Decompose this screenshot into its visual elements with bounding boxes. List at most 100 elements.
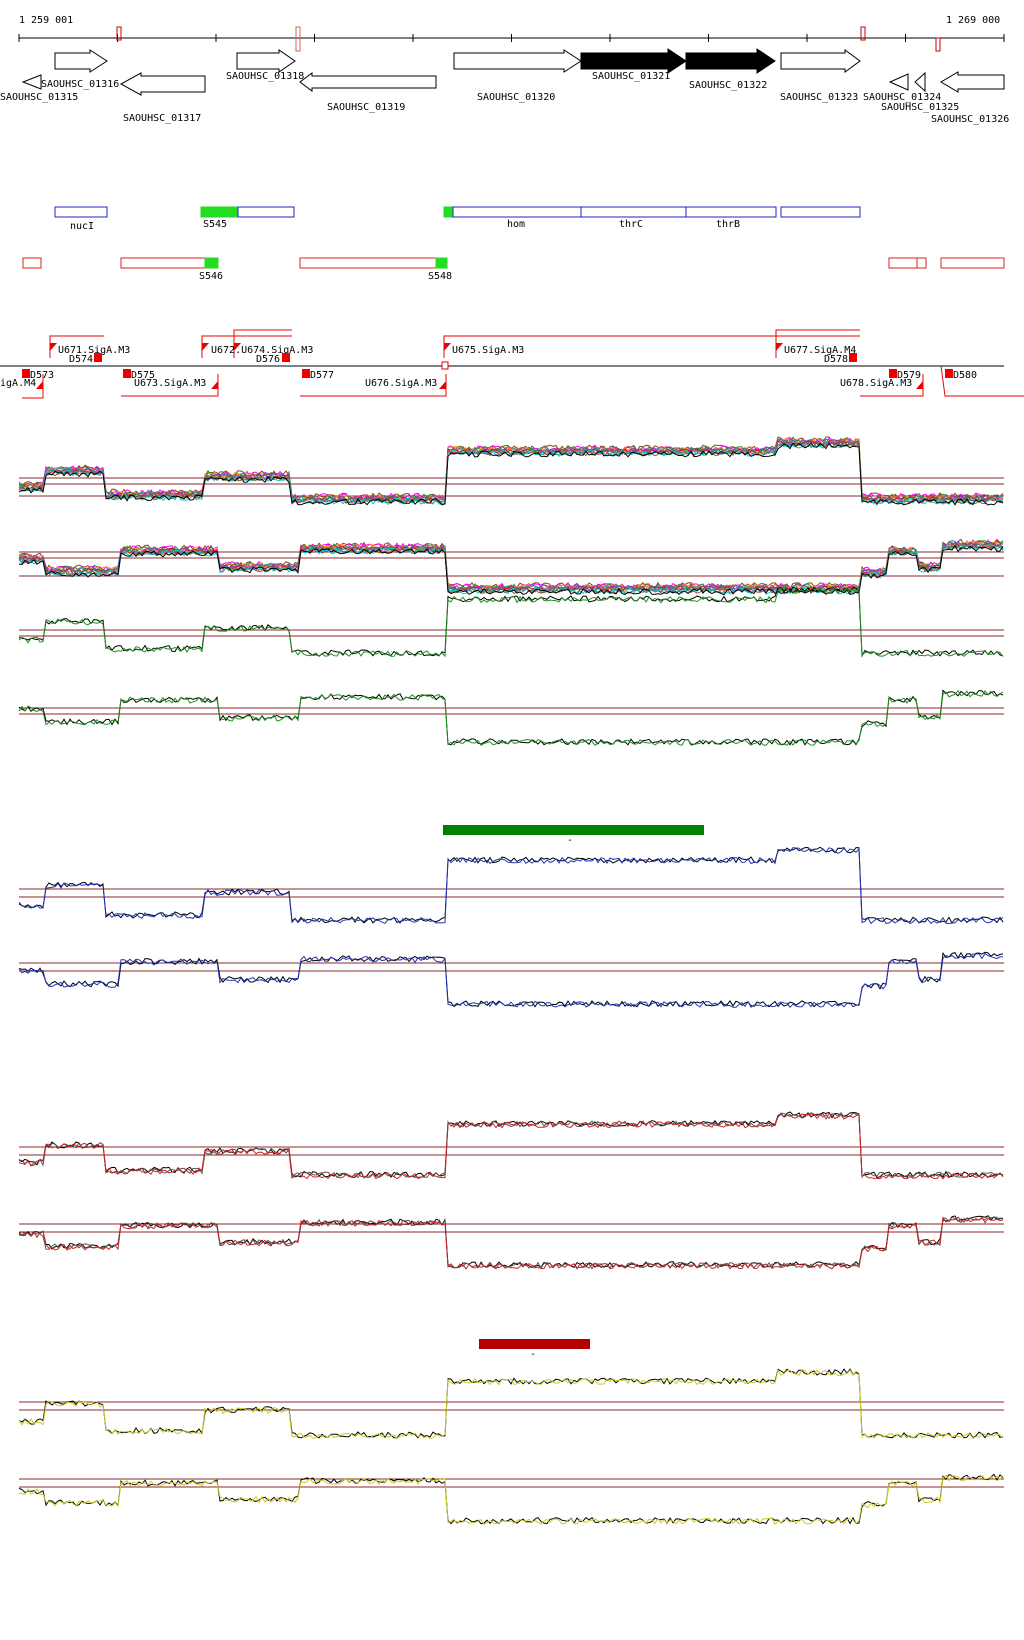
feature-box[interactable] (940, 257, 1005, 269)
terminator-block (302, 369, 310, 378)
gene-arrow[interactable] (940, 71, 1005, 93)
feature-box[interactable] (54, 206, 108, 218)
gene-label: SAOUHSC_01315 (0, 92, 78, 103)
feature-box[interactable] (780, 206, 861, 218)
expression-trace (18, 1111, 1004, 1179)
gene-label: SAOUHSC_01319 (327, 102, 405, 113)
gene-arrow[interactable] (299, 72, 437, 92)
condition-bar-red (479, 1339, 590, 1349)
terminator-label: D573 (30, 370, 54, 381)
ruler-marker (295, 26, 301, 52)
terminator-label: D576 (256, 354, 280, 365)
expression-trace (18, 1216, 1004, 1270)
condition-bar-label: - (567, 835, 573, 846)
coordinate-ruler: 1 259 001 1 269 000 (18, 15, 1005, 52)
promoter-label: U676.SigA.M3 (365, 378, 437, 389)
feature-box[interactable] (452, 206, 582, 218)
gene-arrow[interactable] (888, 73, 909, 91)
expression-trace (18, 437, 1004, 502)
gene-label: SAOUHSC_01321 (592, 71, 670, 82)
promoter-flag (50, 343, 57, 351)
promoter-label: U672.U674.SigA.M3 (211, 345, 313, 356)
gene-arrow[interactable] (236, 49, 296, 73)
expression-trace (18, 544, 1004, 596)
feature-box[interactable] (22, 257, 42, 269)
promoter-label: U671.SigA.M3 (58, 345, 130, 356)
promoter-flags (36, 343, 923, 389)
expression-trace (18, 846, 1004, 924)
feature-box[interactable] (685, 206, 777, 218)
expression-trace (18, 1112, 1004, 1179)
gene-label: SAOUHSC_01325 (881, 102, 959, 113)
terminator-blocks (22, 353, 953, 378)
ruler-marker (116, 26, 122, 41)
multi-condition-panel-minus (18, 538, 1004, 596)
gene-arrow[interactable] (453, 49, 582, 73)
feature-track-plus: nucI S545 hom thrC thrB (54, 206, 861, 232)
multi-condition-panel-plus (18, 436, 1004, 506)
gene-label: SAOUHSC_01316 (41, 79, 119, 90)
terminator-label: D580 (953, 370, 977, 381)
expression-trace (18, 1473, 1004, 1525)
promoter-flag (202, 343, 209, 351)
gene-track: SAOUHSC_01315 SAOUHSC_01316 SAOUHSC_0131… (0, 48, 1009, 125)
gene-arrow[interactable] (780, 49, 861, 73)
expression-trace (18, 951, 1004, 1008)
feature-box[interactable] (888, 257, 918, 269)
feature-label: S548 (428, 271, 452, 282)
red-panel-plus (18, 1111, 1004, 1180)
green-panel-plus (18, 586, 1004, 658)
feature-box[interactable] (580, 206, 687, 218)
feature-box[interactable] (299, 257, 437, 269)
terminator-label: D574 (69, 354, 93, 365)
promoter-span (940, 365, 1024, 397)
gene-label: SAOUHSC_01318 (226, 71, 304, 82)
ruler-end-label: 1 269 000 (946, 15, 1000, 26)
terminator-label: D577 (310, 370, 334, 381)
promoter-flag (444, 343, 451, 351)
feature-box[interactable] (204, 257, 219, 269)
terminator-block (282, 353, 290, 362)
expression-trace (18, 540, 1004, 591)
expression-trace (18, 440, 1004, 505)
gene-arrow[interactable] (21, 74, 42, 90)
promoter-flag (211, 381, 218, 389)
feature-label: S545 (203, 219, 227, 230)
gene-arrow[interactable] (914, 71, 926, 93)
gene-arrow[interactable] (685, 48, 776, 74)
gene-arrow[interactable] (119, 72, 206, 96)
terminator-block (441, 361, 449, 370)
gene-label: SAOUHSC_01323 (780, 92, 858, 103)
promoter-flag (36, 381, 43, 389)
feature-label: S546 (199, 271, 223, 282)
promoter-flag (234, 343, 241, 351)
feature-box[interactable] (443, 206, 453, 218)
gene-label: SAOUHSC_01322 (689, 80, 767, 91)
feature-label: thrC (619, 219, 643, 230)
promoter-flag (439, 381, 446, 389)
expression-trace (18, 586, 1004, 658)
gene-arrow[interactable] (580, 48, 687, 74)
gene-arrow[interactable] (54, 49, 108, 73)
blue-panel-plus (18, 846, 1004, 925)
red-panel-minus (18, 1215, 1004, 1270)
ruler-markers (116, 26, 941, 52)
terminator-block (123, 369, 131, 378)
feature-box[interactable] (916, 257, 927, 269)
ruler-marker (860, 26, 866, 41)
terminator-label: D578 (824, 354, 848, 365)
expression-trace (18, 540, 1004, 592)
terminator-block (849, 353, 857, 362)
condition-bar-green (443, 825, 704, 835)
expression-trace (18, 442, 1004, 506)
feature-box[interactable] (237, 206, 295, 218)
terminator-label: D575 (131, 370, 155, 381)
gene-label: SAOUHSC_01326 (931, 114, 1009, 125)
expression-trace (18, 952, 1003, 1008)
green-panel-minus (18, 689, 1004, 747)
feature-box[interactable] (435, 257, 448, 269)
feature-box[interactable] (200, 206, 239, 218)
expression-trace (18, 1369, 1004, 1440)
feature-box[interactable] (120, 257, 206, 269)
